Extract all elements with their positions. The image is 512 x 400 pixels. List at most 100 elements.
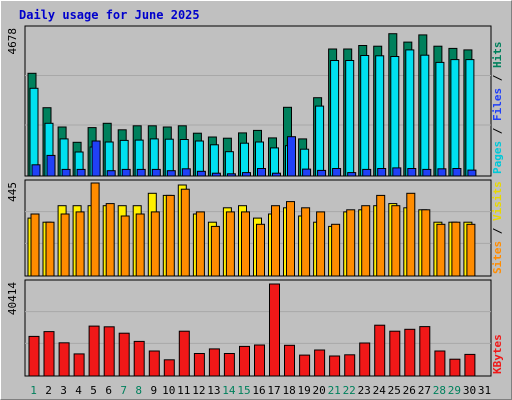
ylabel-files: Files [491,88,504,121]
x-tick-label: 2 [45,384,52,397]
x-tick-label: 16 [252,384,265,397]
ylabel-separator: / [491,68,504,88]
bar-pages-day-11 [181,168,191,177]
x-tick-label: 3 [60,384,67,397]
bar-sites-day-29 [451,221,461,277]
x-tick-label: 28 [433,384,446,397]
ylabel-hits: Hits [491,42,504,69]
bar-sites-day-25 [391,205,401,277]
bar-kbytes-day-20 [314,349,326,377]
ylabel-kbytes: KBytes [491,334,504,374]
x-tick-label: 5 [90,384,97,397]
x-tick-label: 19 [297,384,310,397]
bar-sites-day-20 [316,211,326,277]
bar-files-day-20 [315,105,325,177]
bar-pages-day-18 [287,136,296,177]
bar-pages-day-7 [121,168,131,177]
bar-files-day-12 [194,140,204,177]
x-tick-label: 27 [418,384,431,397]
bar-sites-day-12 [195,211,205,277]
bar-sites-day-15 [241,211,250,277]
x-tick-label: 30 [463,384,476,397]
x-tick-label: 14 [222,384,236,397]
bar-kbytes-day-27 [419,326,431,377]
bar-kbytes-day-19 [299,354,311,377]
bar-sites-day-16 [256,223,265,277]
bar-pages-day-22 [347,172,357,177]
ylabel-pages: Pages [491,141,504,174]
bar-files-day-24 [375,55,385,177]
bar-pages-day-30 [467,169,477,177]
bar-kbytes-day-1 [28,335,40,377]
bar-sites-day-21 [331,223,341,277]
x-tick-label: 10 [162,384,175,397]
x-tick-label: 17 [267,384,280,397]
bar-pages-day-15 [242,172,251,177]
bar-kbytes-day-22 [344,354,356,377]
bar-sites-day-24 [376,194,386,277]
bar-kbytes-day-7 [118,332,130,377]
x-tick-label: 12 [192,384,205,397]
chart-title: Daily usage for June 2025 [19,8,200,22]
bar-sites-day-22 [346,209,356,277]
bar-kbytes-day-29 [449,358,461,377]
ylabel-sites: Sites [491,241,504,274]
bar-files-day-25 [390,56,400,177]
bar-pages-day-5 [91,140,101,177]
bar-kbytes-day-16 [254,344,265,377]
panel-3-ylabel: KBytes [491,334,504,374]
bar-files-day-28 [435,61,445,177]
bar-pages-day-6 [106,170,116,177]
bar-pages-day-25 [392,167,402,177]
bar-files-day-14 [224,151,234,177]
x-tick-label: 4 [75,384,82,397]
bar-sites-day-2 [45,221,55,277]
bar-kbytes-day-8 [133,340,145,377]
panel-1-ymax-label: 4678 [6,28,19,55]
bar-kbytes-day-11 [178,330,190,377]
bar-sites-day-4 [75,211,85,277]
x-tick-label: 1 [30,384,37,397]
bar-pages-day-29 [452,168,462,177]
bar-kbytes-day-24 [374,324,386,377]
bar-files-day-29 [450,59,460,177]
bar-pages-day-23 [362,168,372,177]
bar-kbytes-day-5 [88,325,100,377]
bar-sites-day-30 [466,223,476,277]
panel-1-ylabel: Pages / Files / Hits [491,42,504,175]
bar-pages-day-17 [272,172,281,177]
bar-kbytes-day-2 [43,331,55,377]
ylabel-visits: Visits [491,181,504,221]
bar-kbytes-day-4 [73,353,85,377]
x-tick-label: 29 [448,384,461,397]
bar-pages-day-24 [377,168,387,177]
x-tick-label: 6 [105,384,112,397]
x-tick-label: 25 [388,384,401,397]
bar-sites-day-8 [135,213,145,277]
bar-sites-day-11 [180,188,190,277]
bar-kbytes-day-10 [163,359,175,377]
bar-files-day-13 [209,144,219,177]
bar-sites-day-5 [90,182,100,277]
bar-sites-day-28 [436,223,446,277]
bar-kbytes-day-18 [284,344,295,377]
ylabel-separator: / [491,221,504,241]
bar-sites-day-23 [361,205,371,277]
bar-sites-day-18 [286,201,295,277]
bar-pages-day-21 [332,168,342,177]
x-tick-label: 22 [343,384,356,397]
bar-pages-day-9 [151,168,161,177]
x-tick-label: 31 [478,384,491,397]
bar-pages-day-16 [257,168,266,177]
bar-pages-day-20 [317,169,327,177]
panel-2-ymax-label: 445 [6,182,19,202]
panel-2-ylabel: Sites / Visits [491,181,504,274]
bar-pages-day-12 [196,170,206,177]
x-tick-label: 7 [120,384,127,397]
bar-sites-day-17 [271,205,280,277]
x-tick-label: 21 [328,384,341,397]
bar-kbytes-day-13 [208,348,220,377]
bar-pages-day-26 [407,168,417,177]
bar-kbytes-day-12 [193,353,205,377]
